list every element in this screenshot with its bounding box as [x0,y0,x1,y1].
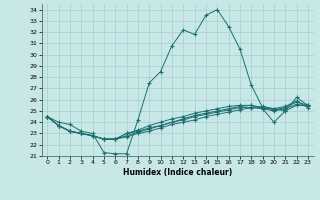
X-axis label: Humidex (Indice chaleur): Humidex (Indice chaleur) [123,168,232,177]
